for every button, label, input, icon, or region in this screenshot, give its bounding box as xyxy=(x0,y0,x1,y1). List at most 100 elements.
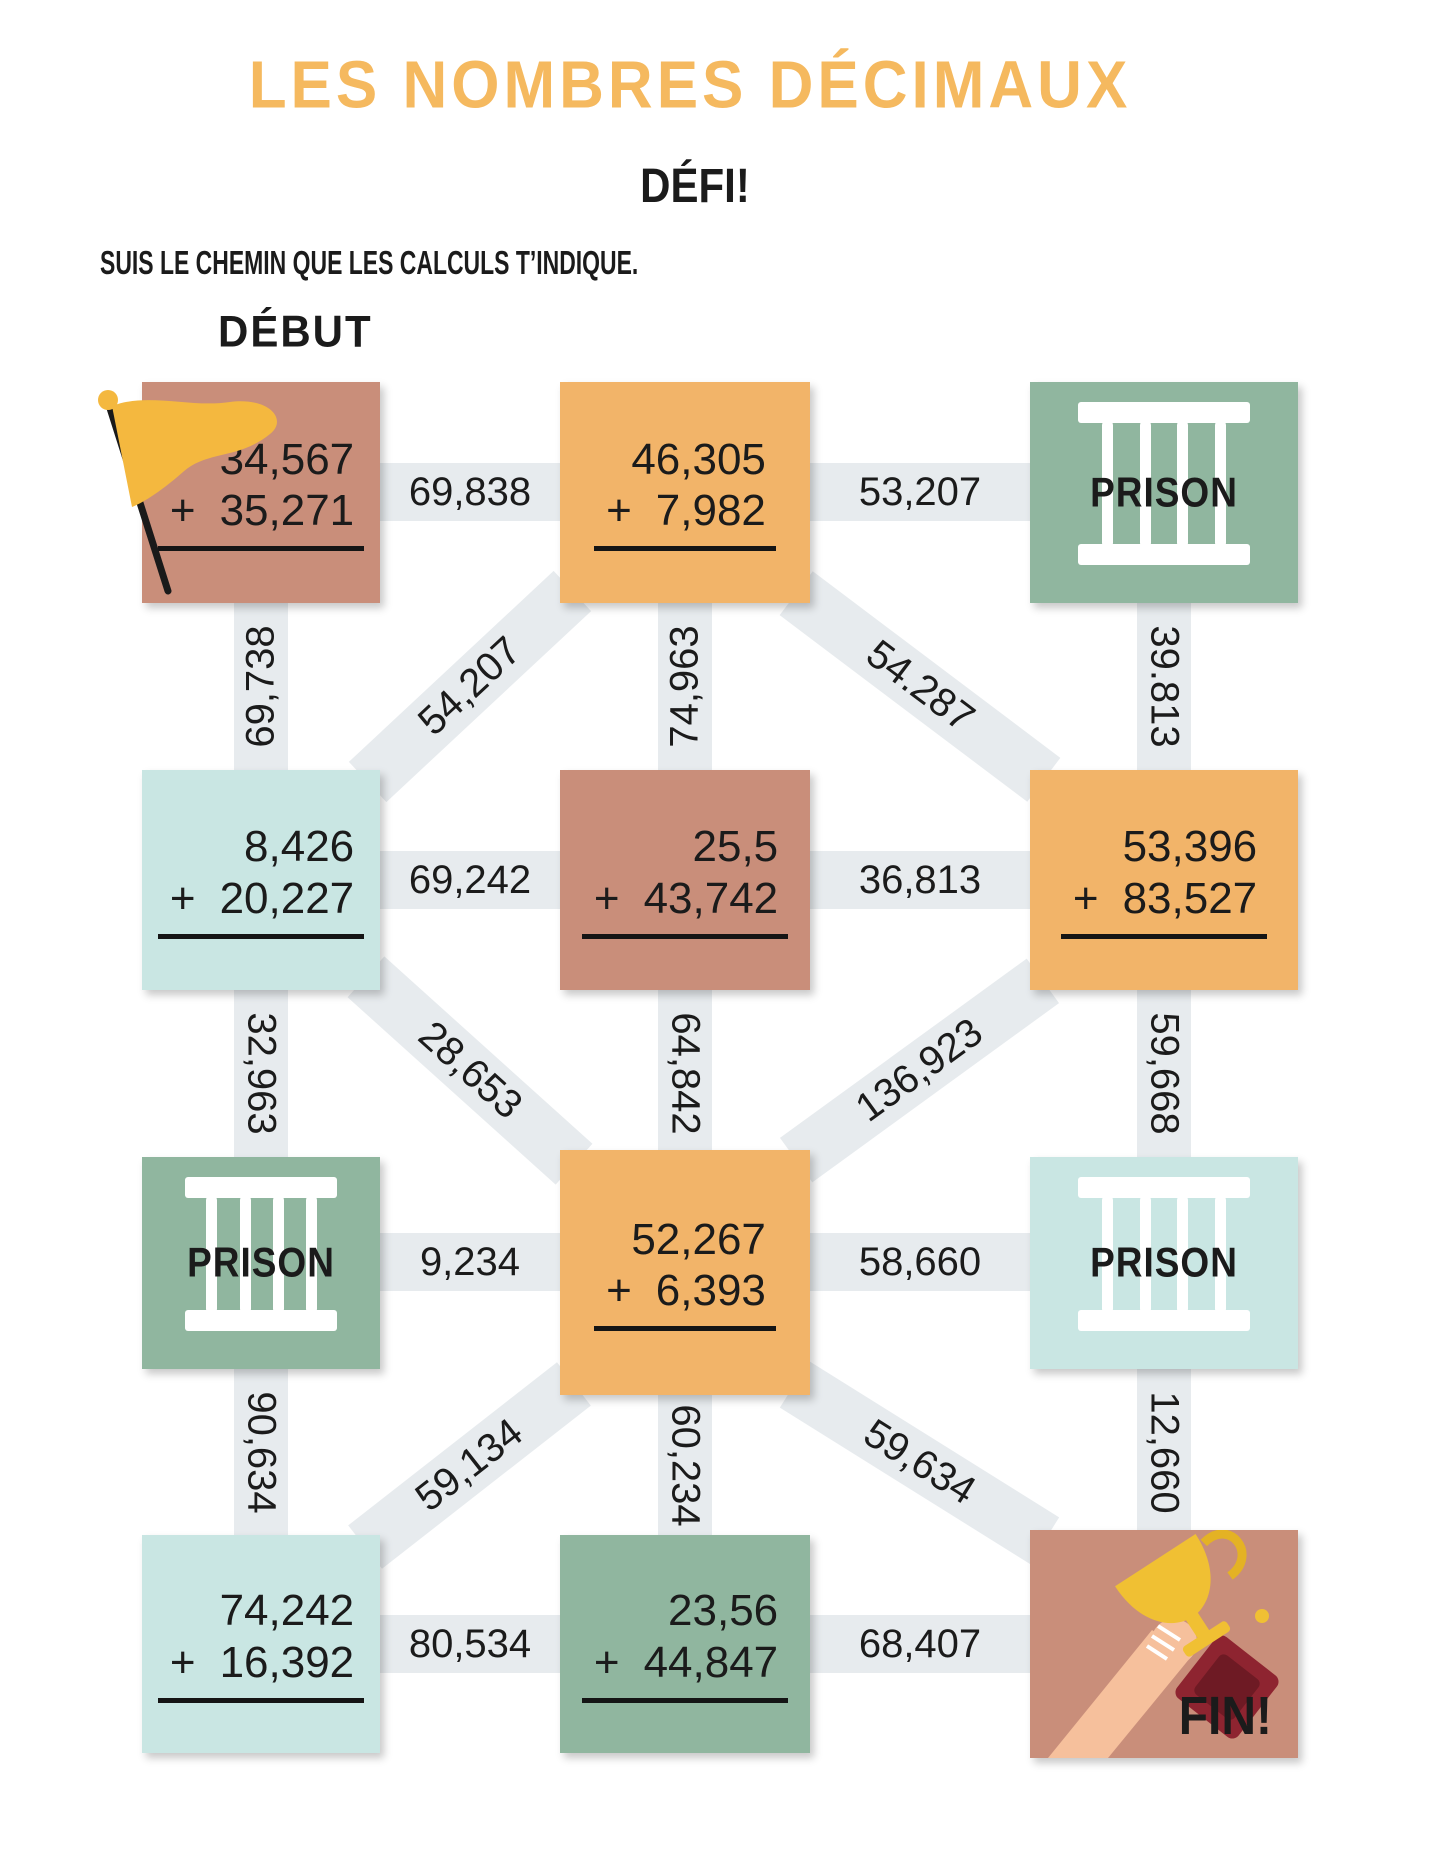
problem-box-r2c2: 25,5 +43,742 xyxy=(560,770,810,990)
operand-1: 52,267 xyxy=(631,1214,766,1264)
path-answer-label: 36,813 xyxy=(858,857,982,902)
path-answer-label: 59,634 xyxy=(856,1411,984,1514)
prison-box-r3c1: PRISON xyxy=(142,1157,380,1369)
path-r2c1-r2c2: 69,242 xyxy=(378,851,562,909)
operand-1: 74,242 xyxy=(219,1586,355,1636)
path-answer-label: 80,534 xyxy=(408,1621,532,1666)
path-r1c2-r2c3: 54.287 xyxy=(779,571,1061,802)
addition-problem: 52,267 +6,393 xyxy=(594,1214,776,1332)
path-r4c1-r4c2: 80,534 xyxy=(378,1615,562,1673)
path-answer-label: 32,963 xyxy=(239,1012,284,1135)
path-answer-label: 68,407 xyxy=(858,1621,982,1666)
path-r3c2-r4c1: 59,134 xyxy=(348,1362,591,1569)
path-answer-label: 64,842 xyxy=(663,1012,708,1135)
operand-1: 53,396 xyxy=(1122,822,1258,872)
addition-problem: 23,56 +44,847 xyxy=(581,1585,789,1703)
path-answer-label: 28,653 xyxy=(410,1012,531,1128)
plus-sign: + xyxy=(606,1266,632,1315)
operand-1: 46,305 xyxy=(631,434,766,484)
operand-1: 8,426 xyxy=(244,822,355,872)
addition-problem: 46,305 +7,982 xyxy=(594,434,776,552)
problem-box-r3c2: 52,267 +6,393 xyxy=(560,1150,810,1395)
path-answer-label: 74,963 xyxy=(662,625,707,748)
path-answer-label: 60,234 xyxy=(663,1403,708,1527)
path-r1c2-r1c3: 53,207 xyxy=(808,463,1032,521)
path-r2c1-r3c2: 28,653 xyxy=(347,956,593,1185)
prison-bars-icon xyxy=(1030,382,1298,603)
path-answer-label: 58,660 xyxy=(858,1239,982,1284)
path-answer-label: 54.287 xyxy=(858,631,983,741)
page-title: LES NOMBRES DÉCIMAUX xyxy=(248,48,1132,123)
addition-problem: 8,426 +20,227 xyxy=(157,821,365,939)
prison-box-r1c3: PRISON xyxy=(1030,382,1298,603)
path-r3c2-r4c2: 60,234 xyxy=(658,1393,712,1537)
addition-problem: 34,567 +35,271 xyxy=(157,434,365,552)
path-r3c1-r4c1: 90,634 xyxy=(234,1367,288,1537)
path-r1c2-r2c2: 74,963 xyxy=(658,601,712,772)
prison-bars-icon xyxy=(1030,1157,1298,1369)
prison-label: PRISON xyxy=(187,1239,335,1286)
path-answer-label: 12,660 xyxy=(1142,1390,1187,1514)
operand-2: 35,271 xyxy=(219,486,355,535)
finish-label: FIN! xyxy=(1178,1686,1272,1747)
path-r1c1-r2c1: 69,738 xyxy=(234,601,288,772)
path-r1c3-r2c3: 39.813 xyxy=(1137,601,1191,772)
problem-box-r2c1: 8,426 +20,227 xyxy=(142,770,380,990)
prison-bars-icon xyxy=(142,1157,380,1369)
problem-box-r4c1: 74,242 +16,392 xyxy=(142,1535,380,1753)
operand-1: 23,56 xyxy=(668,1586,779,1636)
prison-label: PRISON xyxy=(1090,468,1238,515)
operand-2: 83,527 xyxy=(1122,873,1258,923)
problem-box-r1c2: 46,305 +7,982 xyxy=(560,382,810,603)
path-r2c2-r3c2: 64,842 xyxy=(658,988,712,1159)
path-r2c2-r2c3: 36,813 xyxy=(808,851,1032,909)
flag-icon xyxy=(98,390,277,595)
path-answer-label: 136,923 xyxy=(847,1009,991,1131)
path-answer-label: 54,207 xyxy=(409,628,530,744)
problem-box-r4c2: 23,56 +44,847 xyxy=(560,1535,810,1753)
trophy-icon xyxy=(1048,1530,1279,1758)
path-r4c2-r4c3: 68,407 xyxy=(808,1615,1032,1673)
path-answer-label: 59,668 xyxy=(1142,1012,1187,1135)
plus-sign: + xyxy=(593,873,620,923)
instruction-text: SUIS LE CHEMIN QUE LES CALCULS T’INDIQUE… xyxy=(100,244,639,282)
plus-sign: + xyxy=(169,1637,196,1687)
plus-sign: + xyxy=(606,486,632,535)
path-answer-label: 9,234 xyxy=(419,1239,521,1284)
prison-box-r3c3: PRISON xyxy=(1030,1157,1298,1369)
operand-1: 25,5 xyxy=(692,822,779,872)
operand-2: 43,742 xyxy=(643,873,779,923)
operand-2: 20,227 xyxy=(219,873,355,923)
addition-problem: 74,242 +16,392 xyxy=(157,1585,365,1703)
path-answer-label: 39.813 xyxy=(1142,625,1187,748)
path-answer-label: 69,838 xyxy=(408,469,532,514)
operand-2: 16,392 xyxy=(219,1637,355,1687)
plus-sign: + xyxy=(593,1637,620,1687)
path-r3c3-r4c3: 12,660 xyxy=(1137,1367,1191,1537)
prison-label: PRISON xyxy=(1090,1239,1238,1286)
problem-box-r2c3: 53,396 +83,527 xyxy=(1030,770,1298,990)
operand-2: 6,393 xyxy=(655,1266,766,1315)
path-r1c1-r1c2: 69,838 xyxy=(378,463,562,521)
plus-sign: + xyxy=(169,486,196,535)
start-label: DÉBUT xyxy=(218,306,373,357)
path-answer-label: 53,207 xyxy=(858,469,982,514)
operand-2: 7,982 xyxy=(655,486,766,535)
path-r3c2-r3c3: 58,660 xyxy=(808,1233,1032,1291)
path-answer-label: 69,738 xyxy=(238,625,283,748)
path-r3c1-r3c2: 9,234 xyxy=(378,1233,562,1291)
path-r1c2-r2c1: 54,207 xyxy=(348,570,592,803)
path-answer-label: 59,134 xyxy=(407,1410,531,1521)
addition-problem: 25,5 +43,742 xyxy=(581,821,789,939)
plus-sign: + xyxy=(169,873,196,923)
operand-2: 44,847 xyxy=(643,1637,779,1687)
path-r2c3-r3c3: 59,668 xyxy=(1137,988,1191,1159)
addition-problem: 53,396 +83,527 xyxy=(1060,821,1268,939)
subtitle: DÉFI! xyxy=(640,158,750,213)
finish-box: FIN! xyxy=(1030,1530,1298,1758)
path-answer-label: 90,634 xyxy=(239,1390,284,1514)
path-r2c3-r3c2: 136,923 xyxy=(779,958,1060,1183)
path-answer-label: 69,242 xyxy=(408,857,532,902)
path-r3c2-r4c3: 59,634 xyxy=(779,1361,1060,1564)
